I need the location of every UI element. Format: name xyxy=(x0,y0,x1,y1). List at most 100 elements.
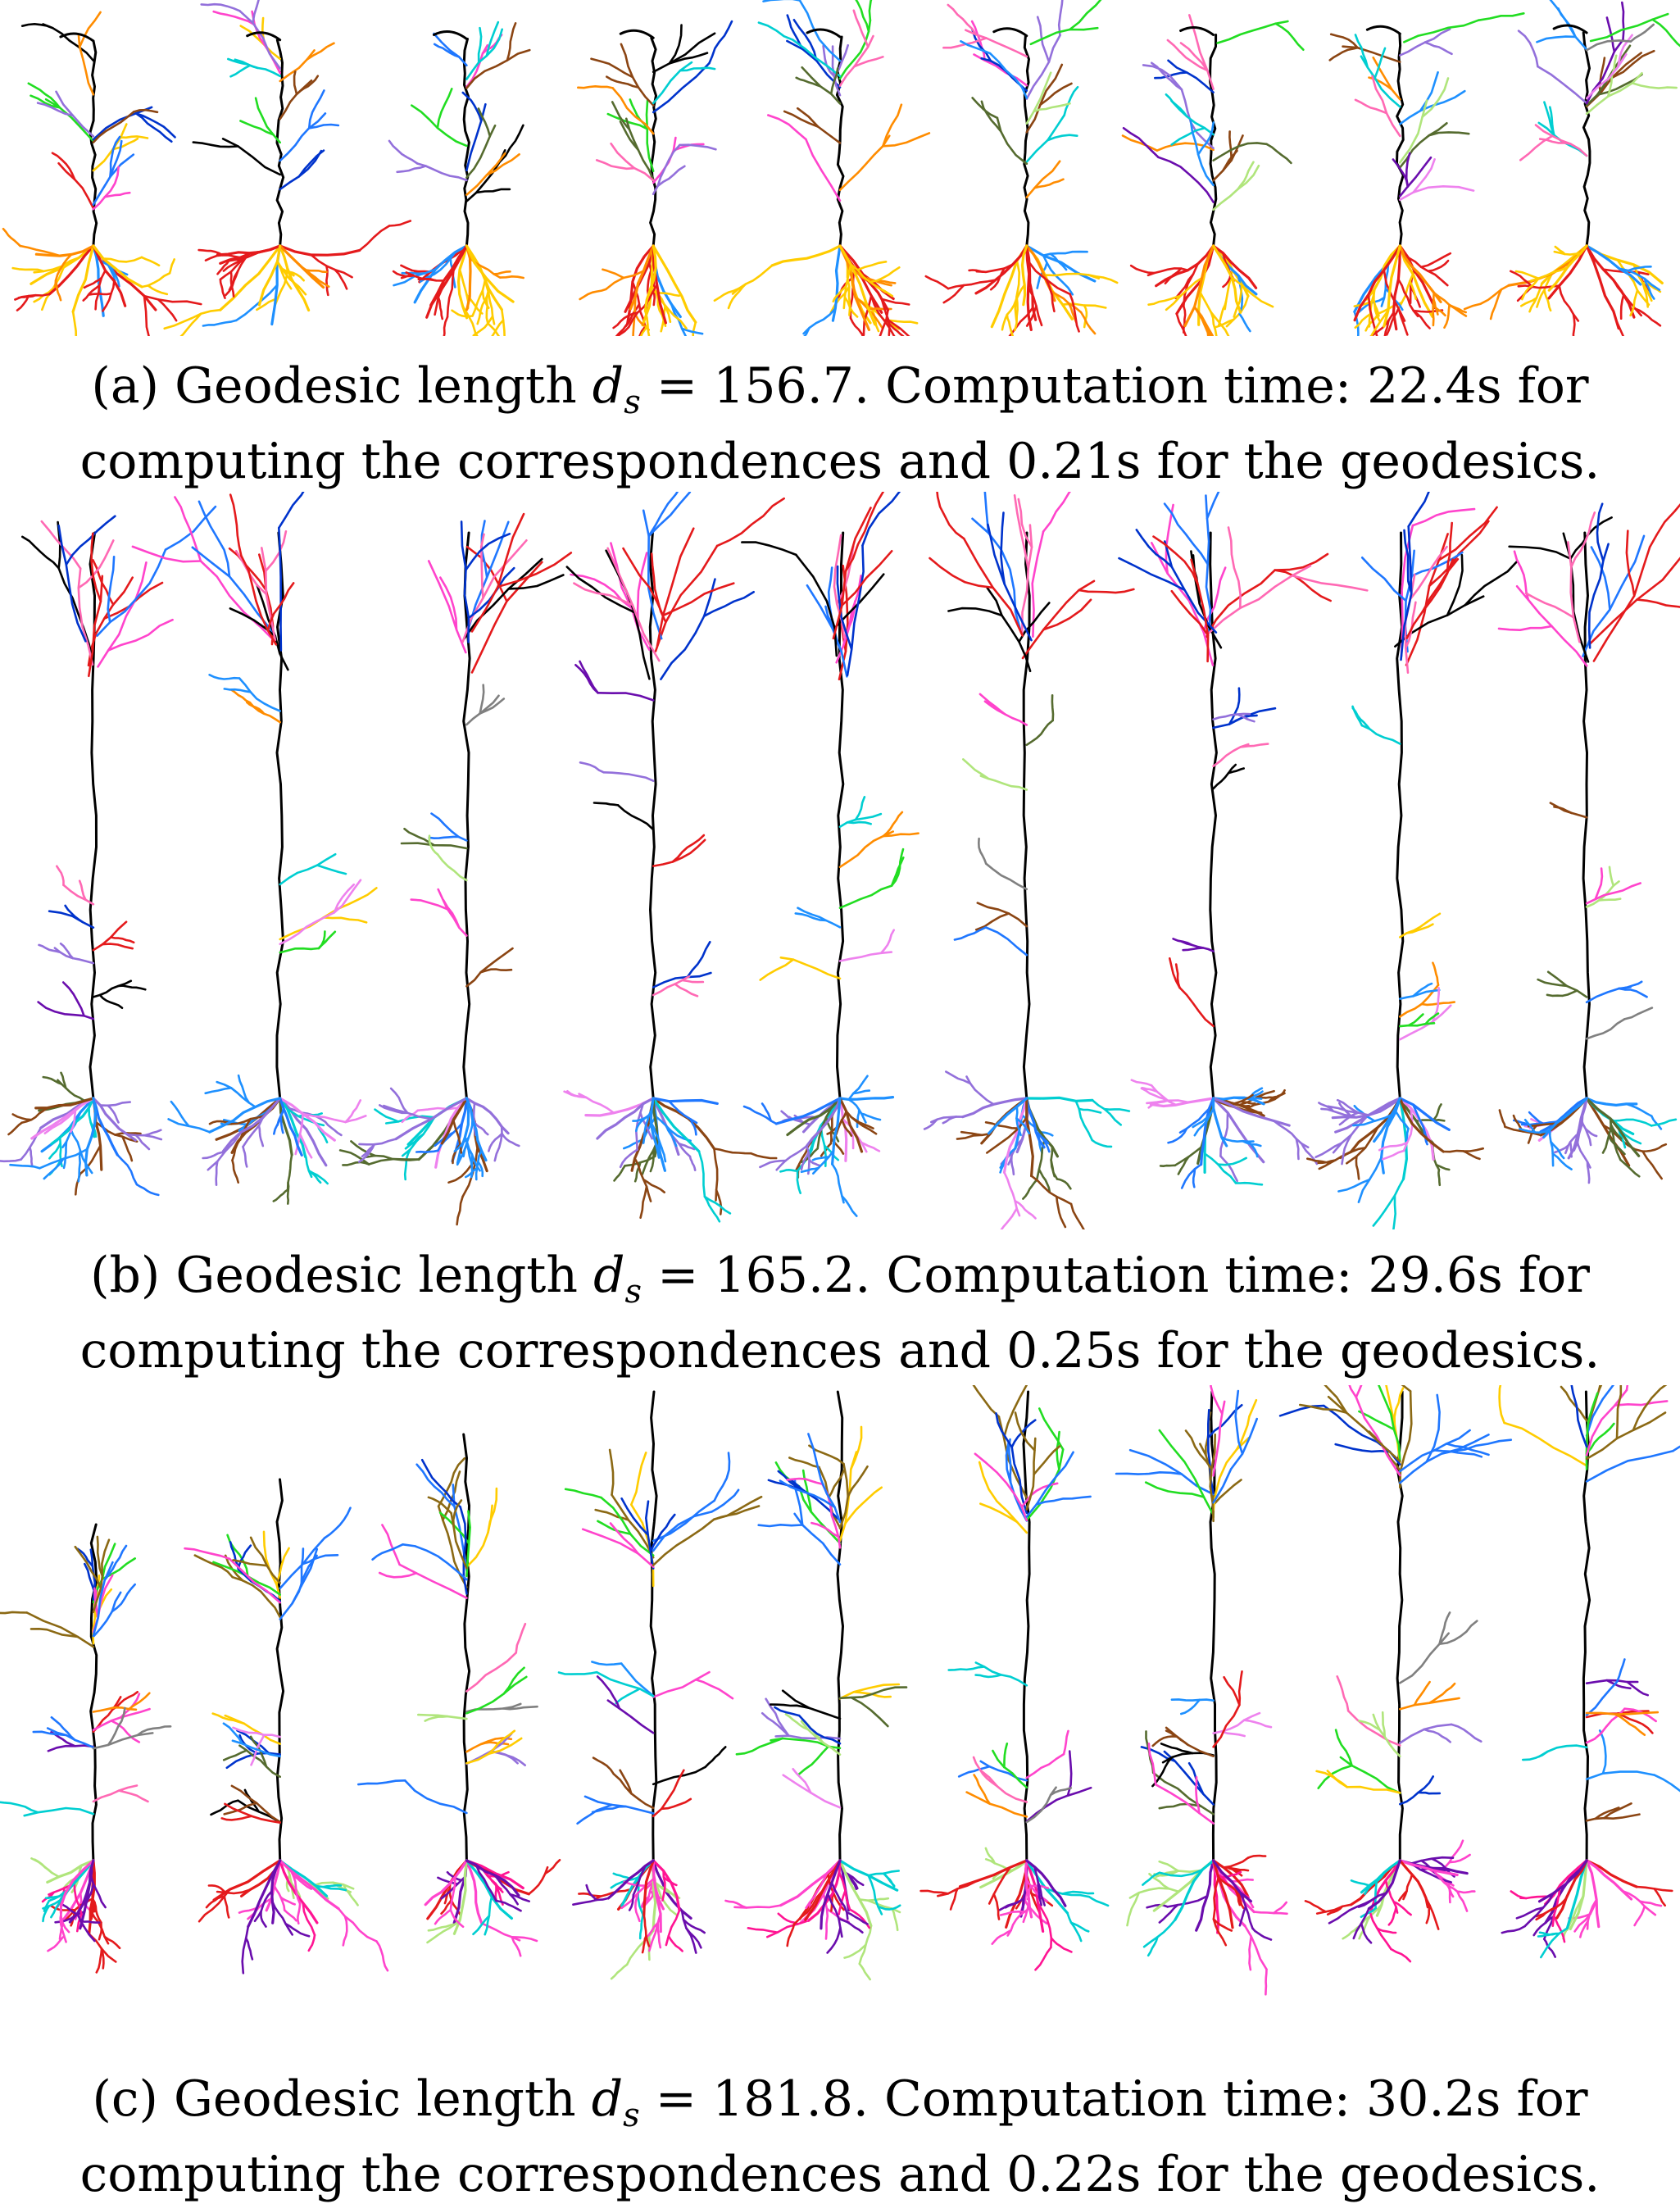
basal-branch xyxy=(101,1102,130,1106)
apical-trunk xyxy=(651,38,656,246)
basal-branch xyxy=(117,1155,137,1184)
apical-branch xyxy=(438,89,452,128)
apical-trunk xyxy=(1210,35,1216,247)
oblique-branch xyxy=(516,1624,525,1652)
oblique-branch xyxy=(675,984,697,997)
crown-branch xyxy=(373,1544,403,1559)
oblique-branch xyxy=(1224,1677,1240,1705)
basal-branch xyxy=(868,1898,888,1901)
basal-branch xyxy=(1079,1109,1101,1113)
oblique-branch xyxy=(1539,1746,1587,1757)
basal-branch xyxy=(772,246,840,266)
basal-branch xyxy=(767,1920,808,1937)
crown-branch xyxy=(565,1489,602,1497)
apical-tuft xyxy=(656,546,717,652)
caption-c-label: (c) xyxy=(92,2070,157,2128)
basal-branch xyxy=(669,1936,683,1951)
oblique-branch xyxy=(840,886,892,908)
basal-branch xyxy=(748,1928,778,1932)
basal-branch xyxy=(716,1190,721,1215)
oblique-branch xyxy=(1655,1775,1680,1802)
oblique-branch xyxy=(653,1672,709,1697)
oblique-branch xyxy=(737,1738,783,1754)
basal-branch xyxy=(1550,1129,1553,1166)
oblique-branch xyxy=(1400,1776,1433,1804)
oblique-branch xyxy=(210,675,240,679)
basal-branch xyxy=(1224,1858,1248,1868)
oblique-branch xyxy=(1052,695,1053,720)
crown-branch xyxy=(105,1546,126,1579)
oblique-branch xyxy=(856,797,865,820)
oblique-branch xyxy=(799,1747,829,1775)
apical-branch xyxy=(997,118,1027,164)
oblique-branch xyxy=(682,980,703,982)
oblique-branch xyxy=(1160,1804,1201,1808)
basal-branch xyxy=(443,317,447,336)
apical-tip-branch xyxy=(1276,24,1304,50)
basal-branch xyxy=(645,311,654,336)
caption-a-geo-time: 0.21s xyxy=(1006,433,1141,490)
caption-b-for: for xyxy=(1519,1247,1590,1304)
crown-branch xyxy=(1400,1434,1488,1483)
apical-tuft xyxy=(988,588,1030,671)
neuron-frame-5 xyxy=(715,0,929,336)
oblique-branch xyxy=(1337,1676,1349,1711)
basal-branch xyxy=(1240,314,1251,331)
apical-tuft xyxy=(1571,512,1595,567)
oblique-branch xyxy=(1618,1714,1653,1734)
panel-a-neuron-sequence xyxy=(0,0,1680,336)
apical-branch xyxy=(870,0,876,20)
crown-branch xyxy=(325,1508,351,1538)
neuron-frame-3 xyxy=(340,514,571,1225)
basal-branch xyxy=(1651,1116,1661,1129)
oblique-branch xyxy=(213,1714,244,1724)
apical-tip-branch xyxy=(1069,0,1103,30)
basal-branch xyxy=(1144,1920,1175,1947)
oblique-branch xyxy=(673,835,704,862)
crown-branch xyxy=(851,1427,861,1470)
crown-branch xyxy=(1505,1423,1587,1466)
oblique-branch xyxy=(851,1697,888,1726)
crown-branch xyxy=(1561,1387,1589,1423)
apical-tuft xyxy=(266,531,286,570)
oblique-branch xyxy=(1587,1815,1639,1821)
oblique-branch xyxy=(1214,765,1236,788)
basal-branch xyxy=(142,273,170,287)
caption-b-label: (b) xyxy=(90,1247,160,1304)
oblique-branch xyxy=(1451,1725,1481,1742)
apical-branch xyxy=(1229,131,1231,160)
apical-branch xyxy=(1214,143,1267,160)
apical-branch xyxy=(307,43,334,60)
apical-branch xyxy=(476,189,510,193)
neuron-frame-6 xyxy=(921,1385,1109,1970)
apical-trunk xyxy=(464,39,469,247)
crown-branch xyxy=(1627,1385,1634,1390)
oblique-branch xyxy=(1222,1731,1245,1736)
oblique-branch xyxy=(405,1780,466,1813)
basal-branch xyxy=(272,1902,292,1934)
oblique-branch xyxy=(593,1758,614,1775)
basal-branch xyxy=(427,246,467,317)
basal-branch xyxy=(1220,1157,1237,1181)
basal-branch xyxy=(1502,1926,1525,1933)
neuron-frame-7 xyxy=(1123,15,1303,336)
crown-branch xyxy=(1356,1385,1369,1397)
apical-branch xyxy=(57,92,93,137)
basal-branch xyxy=(1573,315,1575,337)
basal-branch xyxy=(967,1077,994,1105)
apical-branch xyxy=(134,110,157,112)
basal-branch xyxy=(921,1891,948,1893)
basal-branch xyxy=(1404,1875,1413,1899)
oblique-branch xyxy=(64,885,93,904)
apical-tuft xyxy=(1019,499,1032,547)
apical-branch xyxy=(1520,136,1552,160)
neuron-frame-7 xyxy=(1119,492,1368,1188)
neuron-frame-8 xyxy=(1307,492,1517,1229)
apical-tuft xyxy=(1637,600,1680,612)
basal-branch xyxy=(1023,1179,1037,1198)
oblique-branch xyxy=(955,928,986,940)
basal-branch xyxy=(699,1152,705,1197)
oblique-branch xyxy=(466,948,512,986)
basal-branch xyxy=(1511,1892,1526,1899)
oblique-branch xyxy=(1183,947,1203,950)
